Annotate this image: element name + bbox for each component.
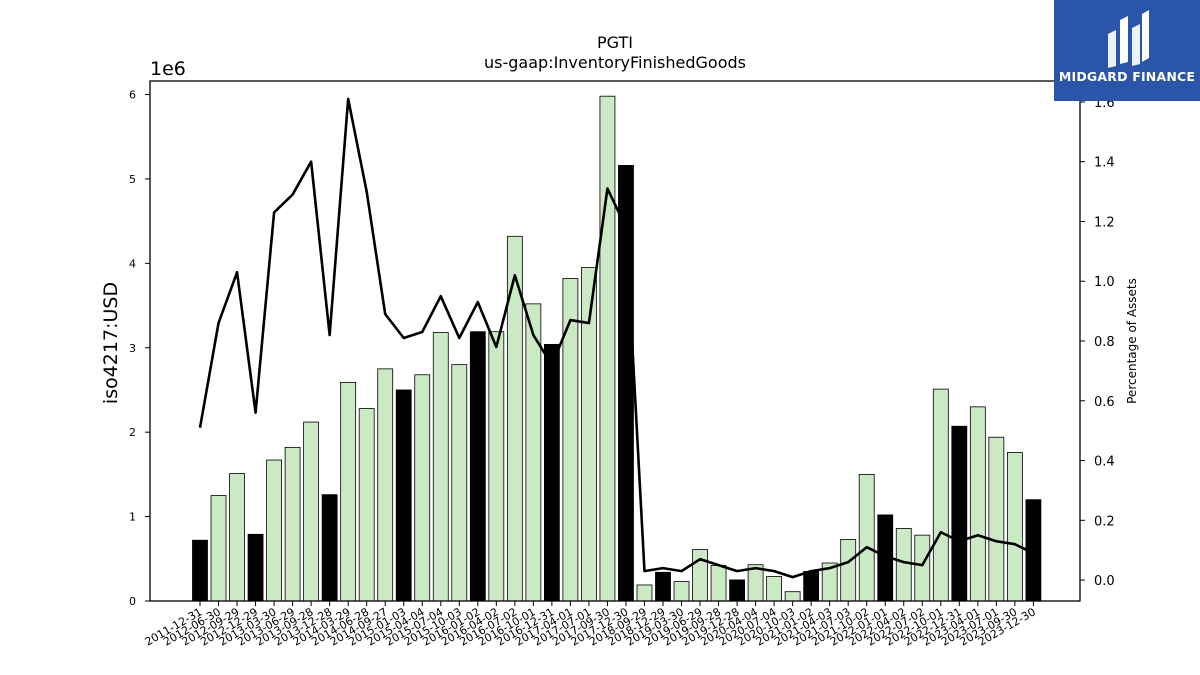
bar [340,381,357,602]
y2-tick-label: 1.2 [1094,215,1115,230]
bar [1006,452,1023,602]
y-tick-label: 0 [129,595,136,608]
bar [395,389,412,602]
percentage-line [198,97,1034,579]
y-tick-label: 2 [129,426,136,439]
bar [192,539,208,602]
bar [840,538,857,602]
brand-logo: MIDGARD FINANCE [1054,0,1200,101]
bar [988,436,1005,602]
bar [784,591,801,602]
bar [803,571,820,602]
y2-axis-label: Percentage of Assets [1125,278,1139,404]
y2-tick-label: 0.0 [1094,574,1115,589]
bar [247,533,264,602]
bar [525,303,542,602]
bar [321,494,338,602]
bar [599,95,616,602]
bar [488,331,505,602]
y2-tick-label: 1.4 [1094,156,1115,171]
bar [932,388,949,602]
bar [673,581,690,602]
bar [562,278,579,602]
y-tick-label: 5 [129,173,136,186]
bar [414,374,431,602]
bar [229,473,245,602]
plot-frame [149,80,1081,602]
bar [432,332,449,602]
bar [358,408,375,602]
bar [729,579,745,602]
y-tick-label: 1 [129,511,136,524]
y2-tick-label: 1.0 [1094,275,1115,290]
bar [951,425,968,602]
bar [303,421,320,602]
y2-tick-label: 0.8 [1094,335,1115,350]
chart-subtitle: us-gaap:InventoryFinishedGoods [484,53,746,72]
bar [469,331,486,602]
bar [710,565,727,602]
brand-name: MIDGARD FINANCE [1058,69,1196,84]
bar [210,495,227,602]
y-axis-label: iso4217:USD [100,282,122,404]
bar [266,459,282,602]
y-tick-label: 3 [129,342,136,355]
y2-tick-label: 0.4 [1094,455,1115,470]
bar [543,343,560,602]
y-tick-label: 6 [129,89,136,102]
bar [914,534,931,602]
bar [451,364,468,602]
bar [284,446,301,602]
chart-title: PGTI [597,33,633,52]
bar [692,549,708,602]
y-tick-label: 4 [129,257,136,270]
y2-tick-label: 0.2 [1094,514,1115,529]
y2-tick-label: 0.6 [1094,395,1115,410]
bar [895,528,912,602]
bar [969,406,986,602]
midgard-logo-icon [1108,10,1149,68]
bar [858,473,875,602]
bar [377,368,394,602]
bar [766,576,783,602]
bar [655,571,671,602]
y-offset-label: 1e6 [150,58,186,80]
bar [636,584,653,602]
